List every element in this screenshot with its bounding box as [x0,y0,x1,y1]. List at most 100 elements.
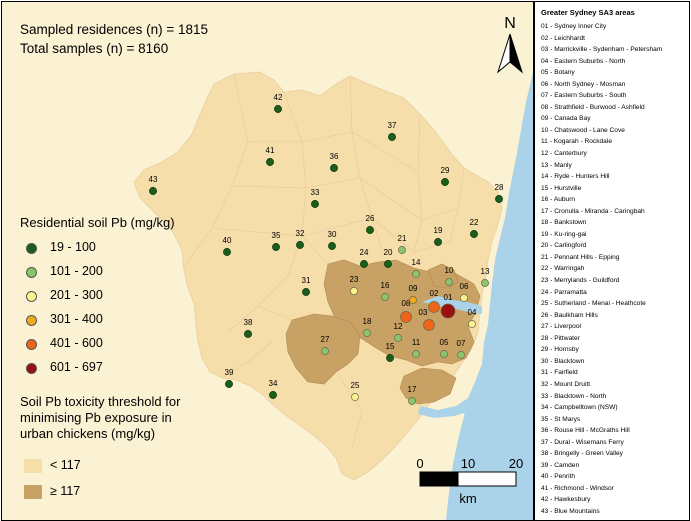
sample-point-43 [149,187,157,195]
sample-point-13 [481,279,489,287]
sample-point-label: 26 [366,214,375,223]
sa3-legend-item: 42 - Hawkesbury [541,496,591,504]
sample-point-label: 13 [481,267,490,276]
legend-dot-icon [26,267,37,278]
sa3-legend-item: 02 - Leichhardt [541,34,585,42]
sa3-legend-item: 18 - Bankstown [541,219,587,227]
sample-point-label: 39 [225,368,234,377]
swatch-above-icon [24,485,42,499]
legend-pb-label: 101 - 200 [50,264,103,278]
sample-point-17 [408,397,416,405]
sample-point-38 [244,330,252,338]
sample-point-label: 33 [311,188,320,197]
sample-point-label: 22 [470,218,479,227]
sa3-legend-item: 03 - Marrickville - Sydenham - Petersham [541,46,663,54]
sample-point-label: 05 [440,338,449,347]
sample-point-20 [384,260,392,268]
sample-point-label: 23 [350,275,359,284]
legend-dot-icon [26,243,37,254]
legend-dot-icon [26,339,37,350]
sample-point-label: 18 [363,317,372,326]
legend-pb-label: 601 - 697 [50,360,103,374]
scale-unit: km [459,491,476,506]
sample-point-42 [274,105,282,113]
sample-point-label: 24 [360,248,369,257]
legend-threshold-title-2: minimising Pb exposure in [20,410,172,425]
sa3-legend-item: 08 - Strathfield - Burwood - Ashfield [541,103,645,111]
scale-bar: 0 10 20 km [416,456,523,506]
sa3-legend-item: 38 - Bringelly - Green Valley [541,450,623,458]
sample-point-label: 06 [460,282,469,291]
sample-point-39 [225,380,233,388]
sample-point-24 [360,260,368,268]
sa3-legend-item: 20 - Carlingford [541,242,587,250]
sample-point-34 [269,391,277,399]
sa3-legend-item: 40 - Penrith [541,473,576,481]
sample-point-label: 35 [272,231,281,240]
sa3-legend-item: 17 - Cronulla - Miranda - Caringbah [541,207,645,215]
sa3-legend-item: 28 - Pittwater [541,334,580,342]
sample-point-36 [330,164,338,172]
legend-pb-label: 19 - 100 [50,240,96,254]
sample-point-label: 43 [149,175,158,184]
sample-point-07 [457,351,465,359]
sample-point-label: 19 [434,226,443,235]
sample-point-label: 41 [266,146,275,155]
north-arrow-icon [497,33,511,74]
sample-point-16 [381,293,389,301]
sample-point-01 [440,303,456,319]
legend-dot-icon [26,315,37,326]
legend-pb-title: Residential soil Pb (mg/kg) [20,215,175,230]
sa3-legend-item: 04 - Eastern Suburbs - North [541,57,626,65]
sa3-legend-item: 31 - Fairfield [541,369,578,377]
sample-point-label: 08 [402,299,411,308]
sa3-legend-item: 11 - Kogarah - Rockdale [541,138,612,146]
sample-point-label: 02 [430,289,439,298]
sa3-boundaries [185,73,465,449]
sample-point-06 [460,294,468,302]
sample-point-label: 30 [328,230,337,239]
sa3-legend-item: 07 - Eastern Suburbs - South [541,92,627,100]
sample-point-40 [223,248,231,256]
sample-point-27 [321,347,329,355]
sample-point-02 [428,301,440,313]
sample-point-04 [468,320,476,328]
sa3-legend-item: 29 - Hornsby [541,346,579,354]
sample-point-label: 16 [381,281,390,290]
legend-dot-icon [26,291,37,302]
sa3-legend-item: 24 - Parramatta [541,288,587,296]
sample-point-label: 17 [408,385,417,394]
sample-point-label: 29 [441,166,450,175]
sample-point-label: 37 [388,121,397,130]
sample-point-18 [363,329,371,337]
legend-threshold-label: < 117 [50,458,81,472]
sample-point-37 [388,133,396,141]
sample-point-label: 28 [495,183,504,192]
sa3-legend-item: 21 - Pennant Hills - Epping [541,253,620,261]
sa3-legend-item: 32 - Mount Druitt [541,380,591,388]
sa3-legend-item: 13 - Manly [541,161,572,169]
sample-point-23 [350,287,358,295]
sample-point-label: 10 [445,266,454,275]
sa3-legend-item: 36 - Rouse Hill - McGraths Hill [541,427,630,435]
sample-point-label: 36 [330,152,339,161]
legend-threshold-label: ≥ 117 [50,484,81,498]
swatch-below-icon [24,459,42,473]
sample-point-19 [434,238,442,246]
map-panel: 01 02 03 04 05 06 07 08 09 10 11 12 13 14 15 16 17 18 19 20… [1,1,534,521]
sa3-legend-item: 12 - Canterbury [541,150,587,158]
legend-pb-label: 201 - 300 [50,288,103,302]
sample-point-28 [495,195,503,203]
sa3-legend-item: 05 - Botany [541,69,575,77]
sample-point-label: 40 [223,236,232,245]
sample-point-label: 15 [386,342,395,351]
sample-point-22 [470,230,478,238]
sa3-legend-item: 10 - Chatswood - Lane Cove [541,126,625,134]
sa3-legend-item: 33 - Blacktown - North [541,392,607,400]
sa3-legend-item: 30 - Blacktown [541,357,585,365]
sample-point-label: 11 [412,338,421,347]
sample-point-25 [351,393,359,401]
sample-point-30 [328,242,336,250]
sa3-legend-title: Greater Sydney SA3 areas [541,8,635,17]
